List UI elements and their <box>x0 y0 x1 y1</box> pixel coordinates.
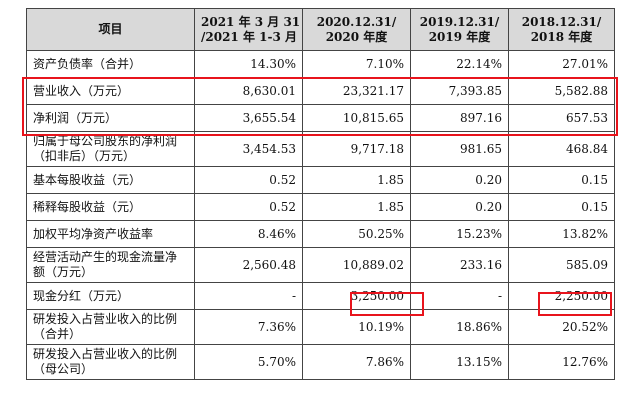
table-row: 经营活动产生的现金流量净额（万元） 2,560.48 10,889.02 233… <box>26 247 615 283</box>
table-cell: 2,250.00 <box>508 282 615 310</box>
table-cell: 23,321.17 <box>302 77 411 105</box>
table-row: 研发投入占营业收入的比例（母公司） 5.70% 7.86% 13.15% 12.… <box>26 344 615 380</box>
row-label: 基本每股收益（元） <box>26 166 195 194</box>
table-cell: 15.23% <box>410 220 509 248</box>
table-cell: 3,655.54 <box>194 104 303 132</box>
table-cell: 981.65 <box>410 131 509 167</box>
table-cell: - <box>194 282 303 310</box>
table-cell: 233.16 <box>410 247 509 283</box>
table-cell: 7,393.85 <box>410 77 509 105</box>
header-2020-line2: 2020 年度 <box>325 29 388 44</box>
row-label: 研发投入占营业收入的比例（合并） <box>26 309 195 345</box>
table-cell: 5,582.88 <box>508 77 615 105</box>
table-header-row: 项目 2021 年 3 月 31 日 /2021 年 1-3 月 2020.12… <box>26 8 615 51</box>
table-cell: 50.25% <box>302 220 411 248</box>
table-cell: 585.09 <box>508 247 615 283</box>
table-cell: 0.15 <box>508 166 615 194</box>
table-cell: 7.36% <box>194 309 303 345</box>
table-cell: 0.20 <box>410 193 509 221</box>
table-cell: 8,630.01 <box>194 77 303 105</box>
table-cell: 3,454.53 <box>194 131 303 167</box>
table-cell: 13.15% <box>410 344 509 380</box>
header-2021q1-line2: /2021 年 1-3 月 <box>201 29 297 44</box>
table-cell: 10,889.02 <box>302 247 411 283</box>
table-cell: 657.53 <box>508 104 615 132</box>
table-row: 研发投入占营业收入的比例（合并） 7.36% 10.19% 18.86% 20.… <box>26 309 615 345</box>
table-cell: 1.85 <box>302 193 411 221</box>
header-2019-line2: 2019 年度 <box>428 29 491 44</box>
table-cell: 0.52 <box>194 193 303 221</box>
table-cell: 9,717.18 <box>302 131 411 167</box>
table-row: 资产负债率（合并） 14.30% 7.10% 22.14% 27.01% <box>26 50 615 78</box>
header-item-label: 项目 <box>98 22 123 36</box>
header-2021q1: 2021 年 3 月 31 日 /2021 年 1-3 月 <box>194 8 303 51</box>
financial-indicators-table: 项目 2021 年 3 月 31 日 /2021 年 1-3 月 2020.12… <box>26 8 615 380</box>
table-row: 加权平均净资产收益率 8.46% 50.25% 15.23% 13.82% <box>26 220 615 248</box>
table-row: 归属于母公司股东的净利润（扣非后）（万元） 3,454.53 9,717.18 … <box>26 131 615 167</box>
table-cell: 8.46% <box>194 220 303 248</box>
table-cell: 10.19% <box>302 309 411 345</box>
table-cell: 1.85 <box>302 166 411 194</box>
table-cell: 14.30% <box>194 50 303 78</box>
table-cell: 5.70% <box>194 344 303 380</box>
row-label: 现金分红（万元） <box>26 282 195 310</box>
header-2018-line1: 2018.12.31/ <box>521 14 602 29</box>
header-item: 项目 <box>26 8 195 51</box>
table-cell: 13.82% <box>508 220 615 248</box>
header-2018: 2018.12.31/ 2018 年度 <box>508 8 615 51</box>
table-cell: 897.16 <box>410 104 509 132</box>
table-cell: 12.76% <box>508 344 615 380</box>
row-label: 净利润（万元） <box>26 104 195 132</box>
table-row: 稀释每股收益（元） 0.52 1.85 0.20 0.15 <box>26 193 615 221</box>
table-cell: 3,250.00 <box>302 282 411 310</box>
row-label: 加权平均净资产收益率 <box>26 220 195 248</box>
table-cell: - <box>410 282 509 310</box>
table-row: 现金分红（万元） - 3,250.00 - 2,250.00 <box>26 282 615 310</box>
row-label: 研发投入占营业收入的比例（母公司） <box>26 344 195 380</box>
table-cell: 0.20 <box>410 166 509 194</box>
row-label: 资产负债率（合并） <box>26 50 195 78</box>
table-cell: 27.01% <box>508 50 615 78</box>
header-2019-line1: 2019.12.31/ <box>419 14 500 29</box>
header-2018-line2: 2018 年度 <box>530 29 593 44</box>
table-cell: 18.86% <box>410 309 509 345</box>
row-label: 稀释每股收益（元） <box>26 193 195 221</box>
table-cell: 0.15 <box>508 193 615 221</box>
table-cell: 22.14% <box>410 50 509 78</box>
row-label: 归属于母公司股东的净利润（扣非后）（万元） <box>26 131 195 167</box>
table-row: 营业收入（万元） 8,630.01 23,321.17 7,393.85 5,5… <box>26 77 615 105</box>
table-cell: 7.86% <box>302 344 411 380</box>
table-cell: 20.52% <box>508 309 615 345</box>
header-2020-line1: 2020.12.31/ <box>316 14 397 29</box>
table-row: 基本每股收益（元） 0.52 1.85 0.20 0.15 <box>26 166 615 194</box>
header-2021q1-line1: 2021 年 3 月 31 日 <box>201 14 302 29</box>
header-2020: 2020.12.31/ 2020 年度 <box>302 8 411 51</box>
table-cell: 10,815.65 <box>302 104 411 132</box>
row-label: 营业收入（万元） <box>26 77 195 105</box>
table-cell: 7.10% <box>302 50 411 78</box>
table-cell: 0.52 <box>194 166 303 194</box>
header-2019: 2019.12.31/ 2019 年度 <box>410 8 509 51</box>
table-cell: 2,560.48 <box>194 247 303 283</box>
table-cell: 468.84 <box>508 131 615 167</box>
row-label: 经营活动产生的现金流量净额（万元） <box>26 247 195 283</box>
table-row: 净利润（万元） 3,655.54 10,815.65 897.16 657.53 <box>26 104 615 132</box>
